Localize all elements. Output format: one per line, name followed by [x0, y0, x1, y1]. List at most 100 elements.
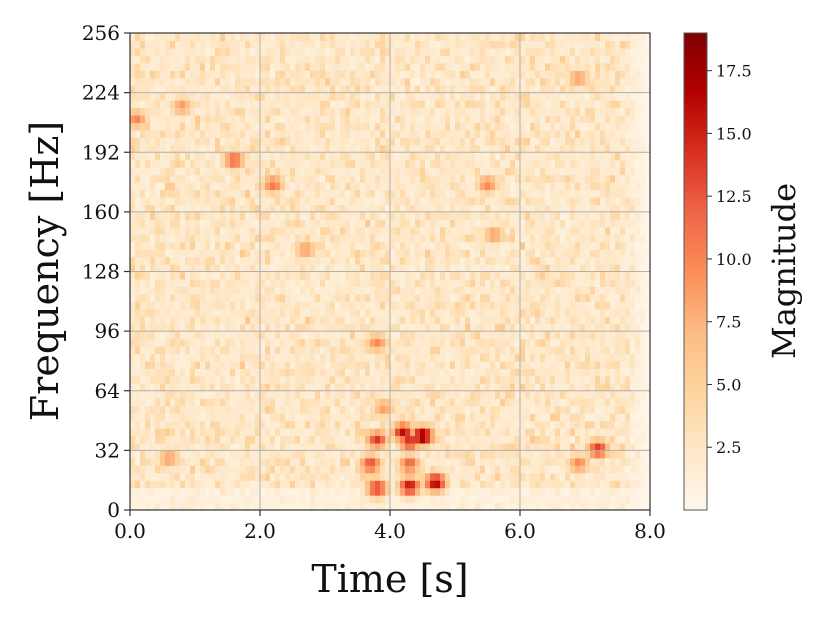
heatmap-cell — [245, 234, 251, 243]
heatmap-cell — [135, 137, 141, 146]
heatmap-cell — [235, 286, 241, 295]
heatmap-cell — [130, 420, 136, 429]
heatmap-cell — [420, 383, 426, 392]
heatmap-cell — [280, 353, 286, 362]
heatmap-cell — [255, 174, 261, 183]
heatmap-cell — [380, 480, 386, 489]
heatmap-cell — [220, 308, 226, 317]
heatmap-cell — [345, 182, 351, 191]
heatmap-cell — [250, 293, 256, 302]
heatmap-cell — [390, 487, 396, 496]
heatmap-cell — [200, 137, 206, 146]
heatmap-cell — [470, 100, 476, 109]
heatmap-cell — [340, 256, 346, 265]
heatmap-cell — [210, 413, 216, 422]
heatmap-cell — [385, 278, 391, 287]
heatmap-cell — [320, 144, 326, 153]
heatmap-cell — [230, 114, 236, 124]
heatmap-cell — [200, 256, 206, 265]
heatmap-cell — [440, 472, 446, 481]
heatmap-cell — [175, 77, 181, 86]
heatmap-cell — [495, 219, 501, 228]
heatmap-cell — [210, 256, 216, 265]
heatmap-cell — [145, 249, 151, 258]
heatmap-cell — [290, 375, 296, 384]
heatmap-cell — [290, 137, 296, 146]
heatmap-cell — [405, 174, 411, 183]
heatmap-cell — [195, 398, 201, 407]
heatmap-cell — [220, 360, 226, 369]
heatmap-cell — [375, 33, 381, 42]
heatmap-cell — [455, 368, 461, 377]
heatmap-cell — [365, 450, 371, 459]
heatmap-cell — [210, 33, 216, 42]
heatmap-cell — [410, 420, 416, 429]
heatmap-cell — [320, 368, 326, 377]
heatmap-cell — [335, 47, 341, 56]
heatmap-cell — [175, 62, 181, 71]
heatmap-cell — [465, 390, 471, 399]
heatmap-cell — [165, 472, 171, 481]
heatmap-cell — [310, 234, 316, 243]
heatmap-cell — [315, 308, 321, 317]
heatmap-cell — [235, 293, 241, 302]
heatmap-cell — [495, 323, 501, 332]
heatmap-cell — [140, 502, 146, 510]
heatmap-cell — [360, 33, 366, 42]
heatmap-cell — [430, 308, 436, 317]
heatmap-cell — [390, 442, 396, 451]
heatmap-cell — [390, 174, 396, 183]
heatmap-cell — [360, 144, 366, 153]
heatmap-cell — [225, 442, 231, 451]
heatmap-cell — [390, 204, 396, 213]
heatmap-cell — [260, 241, 266, 250]
heatmap-cell — [270, 472, 276, 481]
heatmap-cell — [475, 383, 481, 392]
heatmap-cell — [410, 159, 416, 168]
heatmap-cell — [445, 182, 451, 191]
heatmap-cell — [160, 129, 166, 138]
heatmap-cell — [270, 286, 276, 295]
heatmap-cell — [280, 167, 286, 176]
heatmap-cell — [485, 241, 491, 250]
heatmap-cell — [185, 271, 191, 280]
heatmap-cell — [155, 301, 161, 310]
heatmap-cell — [200, 92, 206, 101]
heatmap-cell — [160, 189, 166, 198]
heatmap-cell — [440, 413, 446, 422]
heatmap-cell — [305, 122, 311, 131]
heatmap-cell — [295, 390, 301, 399]
heatmap-cell — [400, 47, 406, 56]
heatmap-cell — [385, 114, 391, 124]
heatmap-cell — [475, 189, 481, 198]
heatmap-cell — [170, 323, 176, 332]
heatmap-cell — [175, 435, 181, 444]
heatmap-cell — [430, 413, 436, 422]
heatmap-cell — [315, 47, 321, 56]
heatmap-cell — [440, 293, 446, 302]
heatmap-cell — [220, 413, 226, 422]
heatmap-cell — [350, 182, 356, 191]
heatmap-cell — [500, 129, 506, 138]
heatmap-cell — [310, 204, 316, 213]
heatmap-cell — [280, 331, 286, 340]
heatmap-cell — [365, 375, 371, 384]
heatmap-cell — [400, 428, 406, 437]
heatmap-cell — [405, 211, 411, 220]
heatmap-cell — [395, 368, 401, 377]
heatmap-cell — [345, 40, 351, 49]
heatmap-cell — [455, 346, 461, 355]
heatmap-cell — [135, 167, 141, 176]
heatmap-cell — [490, 338, 496, 347]
heatmap-cell — [350, 480, 356, 489]
heatmap-cell — [270, 480, 276, 489]
heatmap-cell — [335, 286, 341, 295]
heatmap-cell — [250, 114, 256, 124]
heatmap-cell — [465, 144, 471, 153]
heatmap-cell — [160, 316, 166, 325]
heatmap-cell — [250, 77, 256, 86]
heatmap-cell — [190, 368, 196, 377]
heatmap-cell — [515, 413, 521, 422]
heatmap-cell — [390, 398, 396, 407]
heatmap-cell — [395, 167, 401, 176]
